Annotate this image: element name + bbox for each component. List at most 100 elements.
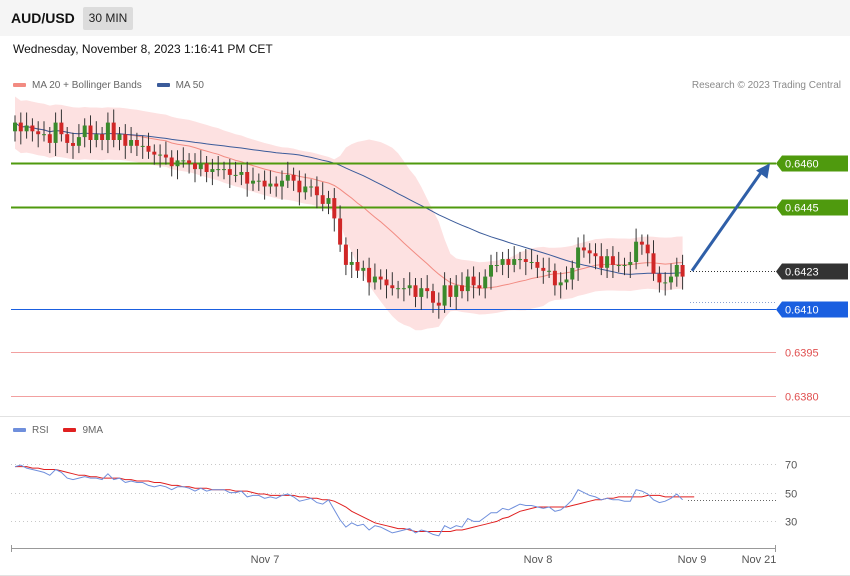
legend-label-ma20: MA 20 + Bollinger Bands — [32, 80, 142, 91]
candle-body-108 — [639, 241, 644, 245]
candle-body-111 — [657, 273, 662, 283]
candle-body-73 — [436, 302, 441, 306]
legend-label-9ma: 9MA — [82, 425, 104, 436]
candle-body-94 — [558, 282, 563, 286]
candle-body-5 — [42, 134, 46, 136]
rsi-tick-label-0: 30 — [785, 517, 797, 529]
candle-body-30 — [187, 160, 192, 164]
chart-header: AUD/USD 30 MIN — [0, 0, 850, 36]
legend-item-ma20: MA 20 + Bollinger Bands — [13, 80, 142, 91]
candle-body-104 — [616, 265, 621, 266]
candle-body-43 — [262, 180, 267, 187]
legend-item-ma50: MA 50 — [156, 80, 204, 91]
candle-body-80 — [477, 285, 482, 289]
candle-body-28 — [175, 160, 180, 167]
candle-body-55 — [332, 198, 337, 219]
candle-body-3 — [30, 125, 35, 132]
level-badge-text-0: 0.6460 — [785, 159, 819, 171]
candle-body-105 — [622, 265, 627, 266]
datetime-label: Wednesday, November 8, 2023 1:16:41 PM C… — [13, 42, 273, 56]
candle-body-99 — [587, 250, 592, 254]
candle-body-87 — [518, 259, 522, 261]
candle-body-95 — [564, 279, 569, 283]
level-badge-text-1: 0.6445 — [785, 203, 819, 215]
candle-body-8 — [59, 122, 64, 135]
candle-body-47 — [285, 174, 290, 181]
candle-body-69 — [413, 285, 418, 297]
level-badge-shape-2 — [776, 263, 848, 280]
time-axis-label-1: Nov 8 — [524, 554, 553, 566]
candle-body-114 — [674, 265, 679, 277]
rsi-tick-label-2: 70 — [785, 460, 797, 472]
time-axis-label-2: Nov 9 — [678, 554, 707, 566]
candle-body-109 — [645, 244, 650, 254]
candle-body-14 — [94, 134, 99, 140]
candle-body-72 — [431, 291, 435, 303]
candle-body-35 — [216, 169, 221, 171]
candle-body-93 — [552, 270, 557, 286]
candle-body-86 — [512, 259, 517, 265]
candle-body-64 — [384, 279, 389, 286]
legend-swatch-ma50 — [156, 83, 170, 88]
candle-body-24 — [152, 151, 157, 155]
candle-body-112 — [663, 282, 668, 284]
candle-body-107 — [634, 241, 639, 262]
candle-body-29 — [181, 160, 186, 162]
level-badge-shape-3 — [776, 301, 848, 318]
candle-body-54 — [326, 198, 331, 204]
candle-body-91 — [541, 267, 546, 271]
candle-body-63 — [378, 276, 383, 280]
candle-body-74 — [442, 285, 447, 306]
timeframe-badge[interactable]: 30 MIN — [83, 7, 133, 30]
time-axis-label-0: Nov 7 — [251, 554, 280, 566]
legend-swatch-9ma — [63, 428, 77, 433]
copyright-text: Research © 2023 Trading Central — [691, 80, 841, 91]
candle-body-26 — [163, 154, 168, 158]
forecast-arrow-head — [756, 163, 770, 179]
candle-body-57 — [343, 244, 348, 265]
level-label-5: 0.6380 — [785, 392, 819, 404]
candle-body-79 — [471, 276, 476, 286]
candle-body-102 — [605, 256, 610, 268]
level-badge-shape-0 — [776, 155, 848, 172]
candle-body-65 — [390, 285, 395, 289]
candle-body-27 — [169, 157, 174, 167]
candle-body-60 — [361, 267, 366, 271]
legend-swatch-ma20 — [13, 83, 26, 88]
bollinger-band-area — [15, 96, 683, 331]
legend-swatch-rsi — [13, 428, 26, 433]
candle-body-50 — [303, 186, 308, 193]
candle-body-31 — [193, 163, 197, 170]
candle-body-103 — [610, 256, 615, 265]
candle-body-10 — [71, 143, 75, 146]
legend-label-ma50: MA 50 — [175, 80, 204, 91]
candle-body-51 — [309, 186, 314, 188]
candle-body-40 — [245, 172, 250, 184]
rsi-line — [14, 464, 683, 537]
candle-body-39 — [239, 172, 244, 175]
candle-body-48 — [291, 174, 296, 181]
candle-body-6 — [47, 134, 52, 143]
candle-body-77 — [460, 285, 464, 292]
candle-body-23 — [146, 145, 151, 152]
candle-body-19 — [123, 134, 128, 146]
candle-body-97 — [576, 247, 581, 268]
level-badge-text-2: 0.6423 — [785, 267, 819, 279]
time-axis-label-3: Nov 21 — [742, 554, 777, 566]
candle-body-36 — [222, 169, 226, 171]
candle-body-7 — [53, 122, 58, 143]
candle-body-89 — [529, 262, 534, 263]
legend-item-9ma: 9MA — [63, 425, 103, 436]
candle-body-88 — [523, 259, 528, 262]
candle-body-71 — [425, 288, 430, 292]
level-badge-0: 0.6460 — [776, 155, 848, 172]
candle-body-90 — [535, 262, 540, 268]
candle-body-92 — [547, 270, 552, 272]
rsi-9ma-line — [15, 466, 695, 532]
candle-body-68 — [407, 285, 412, 289]
price-legend: MA 20 + Bollinger Bands MA 50 — [13, 80, 216, 91]
candle-body-70 — [419, 288, 424, 297]
candle-body-1 — [18, 122, 23, 132]
candle-body-101 — [599, 256, 604, 268]
